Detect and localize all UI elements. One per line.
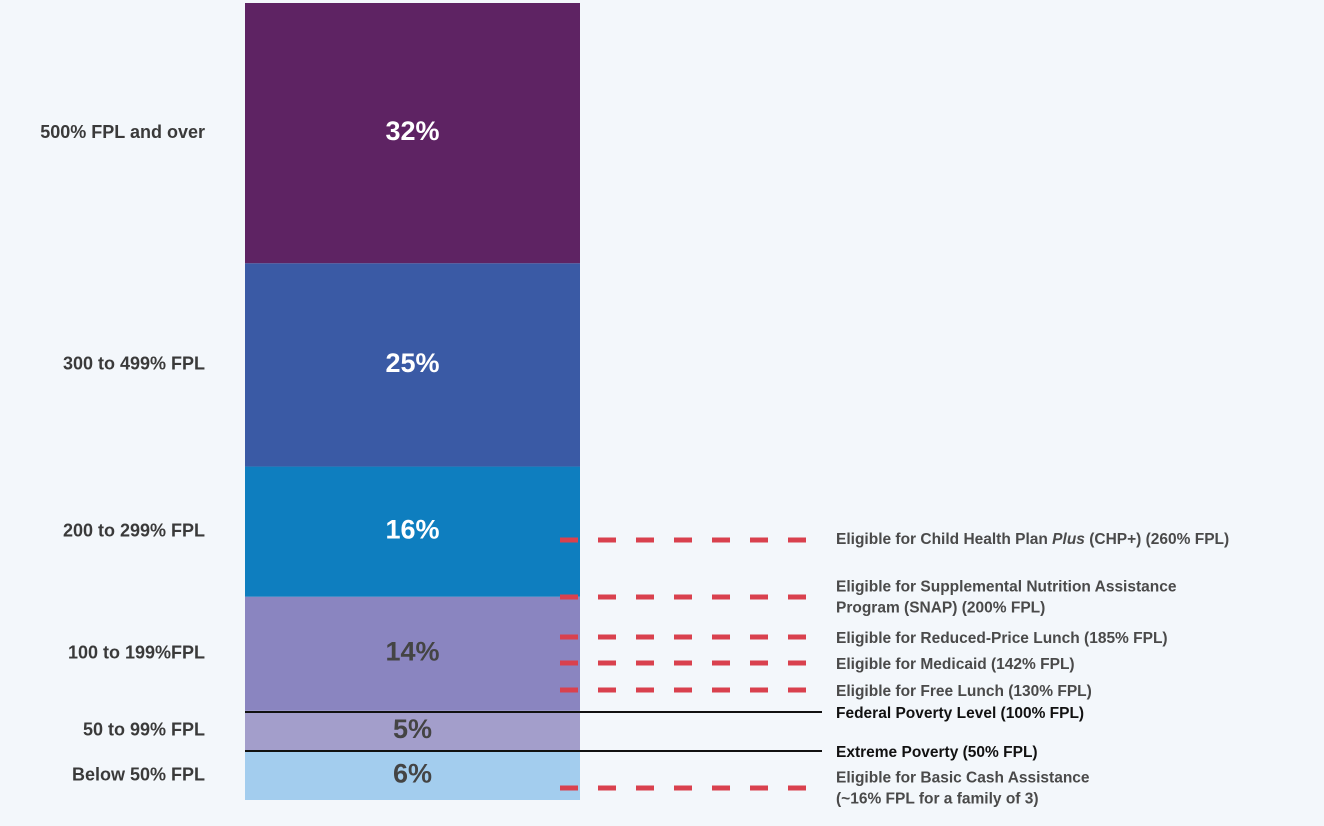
bar-segment bbox=[245, 751, 580, 800]
category-label: 200 to 299% FPL bbox=[63, 520, 205, 540]
category-label: 500% FPL and over bbox=[40, 122, 205, 142]
annotation: Federal Poverty Level (100% FPL) bbox=[836, 705, 1084, 722]
annotation-part: Plus bbox=[1052, 531, 1085, 548]
annotation: Eligible for Medicaid (142% FPL) bbox=[836, 656, 1075, 673]
bar-segment bbox=[245, 596, 580, 711]
category-label: 300 to 499% FPL bbox=[63, 354, 205, 374]
value-label: 25% bbox=[385, 348, 439, 378]
annotation: Eligible for Child Health Plan Plus (CHP… bbox=[836, 531, 1229, 548]
value-label: 32% bbox=[385, 116, 439, 146]
annotation: Eligible for Supplemental Nutrition Assi… bbox=[836, 579, 1177, 596]
annotation: Program (SNAP) (200% FPL) bbox=[836, 600, 1045, 617]
annotation: (~16% FPL for a family of 3) bbox=[836, 791, 1039, 808]
annotation: Eligible for Reduced-Price Lunch (185% F… bbox=[836, 630, 1168, 647]
annotation-part: (CHP+) (260% FPL) bbox=[1085, 531, 1229, 548]
bar-segment bbox=[245, 466, 580, 597]
annotation: Eligible for Basic Cash Assistance bbox=[836, 770, 1090, 787]
annotation: Eligible for Free Lunch (130% FPL) bbox=[836, 683, 1092, 700]
category-label: Below 50% FPL bbox=[72, 764, 205, 784]
value-label: 14% bbox=[385, 637, 439, 667]
bar-segment bbox=[245, 710, 580, 752]
annotation: Extreme Poverty (50% FPL) bbox=[836, 744, 1038, 761]
bar-segment bbox=[245, 3, 580, 264]
value-label: 5% bbox=[393, 714, 432, 744]
category-label: 50 to 99% FPL bbox=[83, 720, 205, 740]
value-label: 6% bbox=[393, 759, 432, 789]
category-label: 100 to 199%FPL bbox=[68, 642, 205, 662]
value-label: 16% bbox=[385, 515, 439, 545]
annotation-part: Eligible for Child Health Plan bbox=[836, 531, 1052, 548]
bar-segment bbox=[245, 263, 580, 467]
